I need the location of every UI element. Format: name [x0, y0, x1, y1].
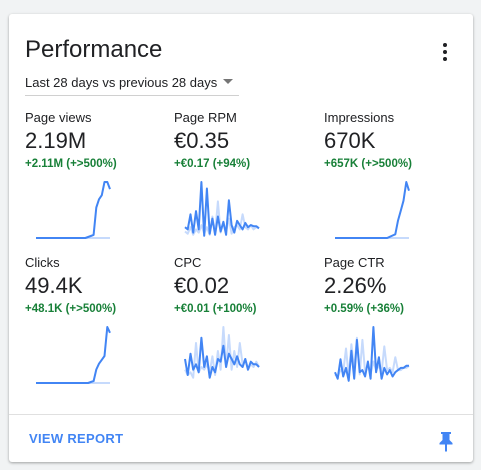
more-vert-icon [443, 43, 447, 47]
current-period-line [184, 181, 260, 237]
card-title: Performance [25, 36, 163, 63]
metric-label: CPC [174, 255, 202, 270]
date-range-dropdown[interactable]: Last 28 days vs previous 28 days [25, 70, 239, 96]
metric-label: Clicks [25, 255, 60, 270]
sparkline-clicks [36, 326, 111, 384]
dropdown-caret-icon [223, 79, 233, 84]
pin-icon[interactable] [437, 430, 455, 452]
metric-label: Impressions [324, 110, 395, 125]
metric-delta: +€0.01 (+100%) [174, 303, 257, 315]
sparkline-page-views [36, 181, 111, 239]
metric-label: Page RPM [174, 110, 237, 125]
metric-label: Page CTR [324, 255, 385, 270]
metric-delta: +2.11M (+>500%) [25, 158, 117, 170]
current-period-line [184, 336, 260, 379]
metric-value: 49.4K [25, 273, 83, 298]
current-period-line [334, 326, 409, 382]
metric-value: €0.35 [174, 128, 230, 153]
sparkline-cpc [184, 326, 260, 379]
metric-delta: +0.59% (+36%) [324, 303, 404, 315]
metric-value: 2.19M [25, 128, 87, 153]
metric-delta: +48.1K (+>500%) [25, 303, 117, 315]
sparkline-page-ctr [334, 326, 410, 382]
metric-value: 2.26% [324, 273, 387, 298]
sparkline-page-rpm [184, 181, 260, 237]
metric-delta: +€0.17 (+94%) [174, 158, 251, 170]
view-report-button[interactable]: VIEW REPORT [29, 431, 124, 446]
sparkline-impressions [335, 181, 410, 239]
date-range-label: Last 28 days vs previous 28 days [25, 75, 218, 90]
current-period-line [36, 181, 111, 239]
current-period-line [335, 181, 410, 239]
metric-delta: +657K (+>500%) [324, 158, 412, 170]
footer-divider [9, 414, 473, 415]
more-vert-dot [443, 50, 447, 54]
metric-label: Page views [25, 110, 92, 125]
current-period-line [36, 326, 111, 384]
more-vert-dot [443, 57, 447, 61]
metric-value: 670K [324, 128, 376, 153]
performance-card: Performance Last 28 days vs previous 28 … [9, 14, 473, 462]
metric-value: €0.02 [174, 273, 230, 298]
more-options-button[interactable] [433, 40, 457, 64]
